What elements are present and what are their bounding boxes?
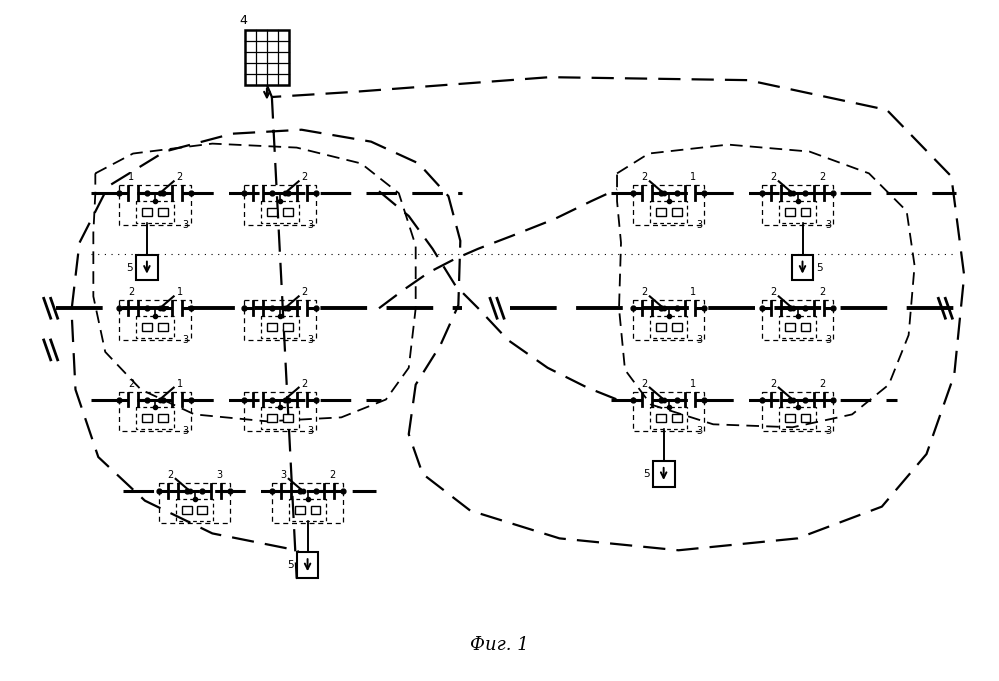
Text: 3: 3 [825, 220, 831, 230]
Text: 5: 5 [127, 263, 133, 272]
Text: 1: 1 [690, 379, 696, 389]
Text: 3: 3 [281, 470, 287, 480]
Text: 3: 3 [696, 335, 702, 345]
Text: 3: 3 [183, 335, 189, 345]
Bar [283, 323, 293, 331]
Bar [158, 208, 168, 216]
Bar [142, 415, 152, 422]
Bar [198, 505, 208, 513]
Text: 1: 1 [128, 172, 134, 183]
Bar [652, 461, 674, 487]
Text: 2: 2 [330, 470, 336, 480]
Text: 2: 2 [770, 172, 777, 183]
Bar [182, 505, 192, 513]
Text: 2: 2 [641, 379, 648, 389]
Text: 1: 1 [177, 287, 183, 298]
Bar [283, 415, 293, 422]
Text: 3: 3 [696, 220, 702, 230]
Bar [245, 30, 289, 84]
Text: 1: 1 [690, 287, 696, 298]
Text: 5: 5 [643, 469, 649, 479]
Text: 2: 2 [168, 470, 174, 480]
Text: 3: 3 [696, 426, 702, 437]
Text: Фиг. 1: Фиг. 1 [470, 637, 528, 654]
Bar [267, 208, 277, 216]
Text: 2: 2 [302, 379, 308, 389]
Text: 2: 2 [641, 172, 648, 183]
Text: 2: 2 [128, 287, 134, 298]
Text: 2: 2 [128, 379, 134, 389]
Text: 3: 3 [825, 335, 831, 345]
Bar [800, 208, 810, 216]
Text: 1: 1 [177, 379, 183, 389]
Text: 2: 2 [819, 287, 825, 298]
Bar [800, 323, 810, 331]
Bar [136, 255, 158, 281]
Text: 2: 2 [770, 287, 777, 298]
Text: 3: 3 [308, 220, 314, 230]
Text: 5: 5 [287, 560, 294, 570]
Bar [784, 208, 794, 216]
Text: 4: 4 [239, 14, 247, 27]
Text: 2: 2 [302, 172, 308, 183]
Text: 3: 3 [308, 335, 314, 345]
Bar [655, 415, 665, 422]
Bar [784, 323, 794, 331]
Bar [295, 505, 305, 513]
Bar [283, 208, 293, 216]
Text: 2: 2 [770, 379, 777, 389]
Text: 1: 1 [690, 172, 696, 183]
Bar [142, 323, 152, 331]
Bar [671, 208, 681, 216]
Text: 3: 3 [216, 470, 223, 480]
Bar [158, 323, 168, 331]
Text: 2: 2 [819, 379, 825, 389]
Text: 3: 3 [183, 426, 189, 437]
Bar [784, 415, 794, 422]
Text: 5: 5 [816, 263, 823, 272]
Bar [791, 255, 813, 281]
Bar [800, 415, 810, 422]
Text: 2: 2 [177, 172, 183, 183]
Bar [297, 552, 319, 578]
Bar [671, 323, 681, 331]
Text: 2: 2 [302, 287, 308, 298]
Bar [142, 208, 152, 216]
Text: 3: 3 [308, 426, 314, 437]
Bar [158, 415, 168, 422]
Text: 2: 2 [819, 172, 825, 183]
Text: 2: 2 [641, 287, 648, 298]
Text: 3: 3 [825, 426, 831, 437]
Bar [267, 415, 277, 422]
Bar [655, 323, 665, 331]
Text: 3: 3 [183, 220, 189, 230]
Bar [671, 415, 681, 422]
Bar [311, 505, 321, 513]
Bar [267, 323, 277, 331]
Bar [655, 208, 665, 216]
